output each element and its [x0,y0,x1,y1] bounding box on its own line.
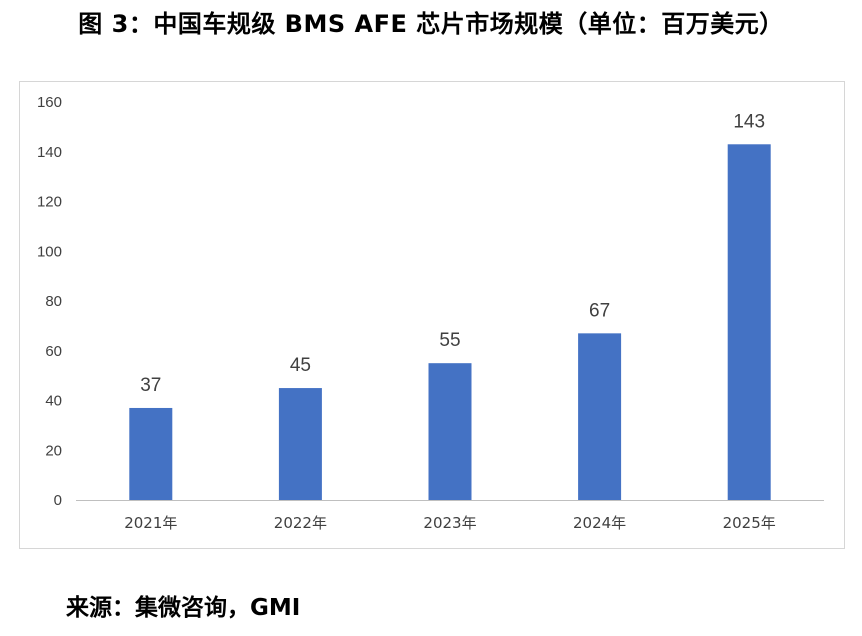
bar-2 [428,363,472,500]
x-tick-label-2: 2023年 [423,514,476,532]
y-tick-label-3: 60 [45,343,62,360]
x-tick-label-0: 2021年 [124,514,177,532]
data-label-1: 45 [290,355,311,376]
source-note: 来源：集微咨询，GMI [66,595,301,621]
figure-title: 图 3：中国车规级 BMS AFE 芯片市场规模（单位：百万美元） [78,10,784,38]
bar-0 [129,407,173,500]
data-label-2: 55 [439,330,460,351]
bar-1 [278,388,322,500]
y-tick-label-2: 40 [45,393,62,410]
bar-3 [578,333,622,500]
x-tick-label-4: 2025年 [723,514,776,532]
y-tick-label-4: 80 [45,293,62,310]
y-tick-label-6: 120 [37,194,62,211]
x-tick-label-3: 2024年 [573,514,626,532]
data-label-0: 37 [140,375,161,396]
chart-area: 0 20 40 60 80 100 120 140 160 37 2021年 45 2022年 55 202… [19,81,845,549]
x-tick-label-1: 2022年 [274,514,327,532]
data-label-3: 67 [589,300,610,321]
bar-chart: 0 20 40 60 80 100 120 140 160 37 2021年 45 2022年 55 202… [37,94,824,532]
y-tick-label-7: 140 [37,144,62,161]
y-tick-label-0: 0 [54,492,62,509]
y-tick-label-8: 160 [37,94,62,111]
y-tick-label-1: 20 [45,442,62,459]
bar-4 [727,144,771,500]
data-label-4: 143 [733,111,765,132]
y-tick-label-5: 100 [37,243,62,260]
